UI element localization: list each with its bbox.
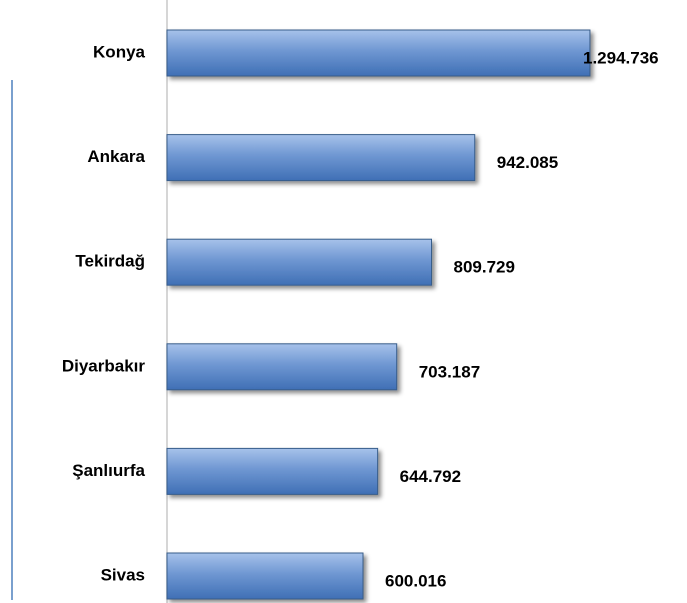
data-label: 1.294.736 bbox=[583, 48, 659, 67]
category-label: Konya bbox=[93, 42, 146, 61]
data-label: 942.085 bbox=[497, 153, 558, 172]
bar bbox=[166, 29, 591, 77]
bar bbox=[166, 343, 398, 391]
category-label: Sivas bbox=[101, 565, 145, 584]
category-label: Tekirdağ bbox=[75, 252, 145, 271]
data-label: 644.792 bbox=[400, 467, 461, 486]
bar bbox=[166, 552, 364, 600]
bar bbox=[166, 134, 476, 182]
data-label: 809.729 bbox=[454, 258, 515, 277]
data-label: 703.187 bbox=[419, 362, 480, 381]
data-label: 600.016 bbox=[385, 571, 446, 590]
bar bbox=[166, 447, 379, 495]
category-label: Diyarbakır bbox=[62, 356, 146, 375]
bar bbox=[166, 238, 433, 286]
category-label: Ankara bbox=[87, 147, 145, 166]
category-label: Şanlıurfa bbox=[72, 461, 145, 480]
